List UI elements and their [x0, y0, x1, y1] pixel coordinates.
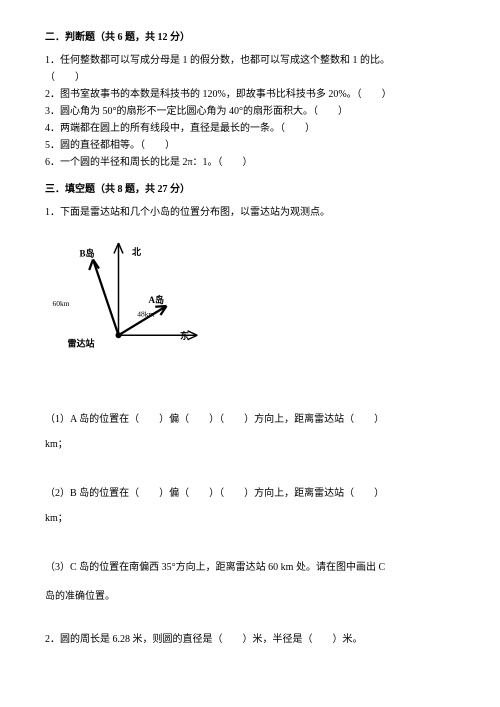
fill-q1-km1: km；	[45, 437, 455, 452]
judge-q3: 3．圆心角为 50°的扇形不一定比圆心角为 40°的扇形面积大。（ ）	[45, 104, 455, 119]
north-label: 北	[132, 246, 141, 257]
fill-q2: 2．圆的周长是 6.28 米，则圆的直径是（ ）米，半径是（ ）米。	[45, 632, 455, 647]
radar-label: 雷达站	[68, 338, 95, 349]
b-island-label: B岛	[80, 248, 95, 259]
a-island-label: A岛	[149, 294, 165, 305]
fill-q1-km2: km；	[45, 511, 455, 526]
fill-q1-sub3a: （3）C 岛的位置在南偏西 35°方向上，距离雷达站 60 km 处。请在图中画…	[45, 560, 455, 575]
judge-q5: 5．圆的直径都相等。（ ）	[45, 138, 455, 153]
fill-q1-sub3b: 岛的准确位置。	[45, 589, 455, 604]
judge-q6: 6．一个圆的半径和周长的比是 2π：1。（ ）	[45, 155, 455, 170]
b-dist-label: 60km	[53, 299, 70, 308]
section-2-title: 二．判断题（共 6 题，共 12 分）	[45, 30, 455, 45]
fill-q1-sub1: （1）A 岛的位置在（ ）偏（ ）（ ）方向上，距离雷达站（ ）	[45, 412, 455, 427]
judge-q1: 1．任何整数都可以写成分母是 1 的假分数，也都可以写成这个整数和 1 的比。	[45, 53, 455, 68]
fill-q1-sub2: （2）B 岛的位置在（ ）偏（ ）（ ）方向上，距离雷达站（ ）	[45, 486, 455, 501]
section-3-title: 三．填空题（共 8 题，共 27 分）	[45, 182, 455, 197]
fill-q1-intro: 1．下面是雷达站和几个小岛的位置分布图，以雷达站为观测点。	[45, 205, 455, 220]
radar-diagram: B岛 北 A岛 60km 48km 雷达站 东	[51, 234, 201, 384]
judge-q4: 4．两端都在圆上的所有线段中，直径是最长的一条。（ ）	[45, 121, 455, 136]
judge-q2: 2．图书室故事书的本数是科技书的 120%，即故事书比科技书多 20%。（ ）	[45, 87, 455, 102]
document-page: 二．判断题（共 6 题，共 12 分） 1．任何整数都可以写成分母是 1 的假分…	[0, 0, 500, 667]
judge-q1-paren: （ ）	[45, 70, 455, 85]
